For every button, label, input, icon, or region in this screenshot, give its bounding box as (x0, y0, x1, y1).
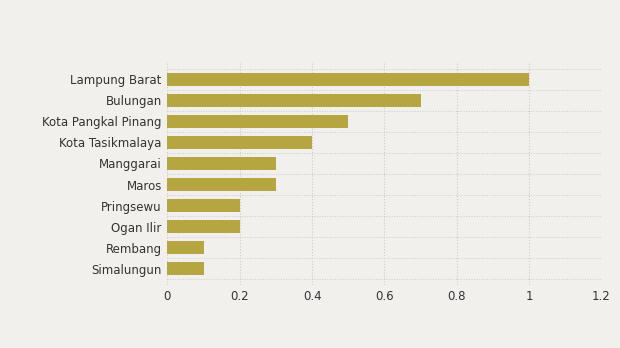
Bar (167, 94, 420, 107)
Bar (167, 178, 276, 191)
Bar (167, 115, 348, 128)
Bar (167, 241, 203, 254)
Bar (167, 262, 203, 275)
Bar (167, 199, 240, 212)
Bar (167, 73, 529, 86)
Bar (167, 157, 276, 170)
Bar (167, 136, 312, 149)
Bar (167, 220, 240, 233)
